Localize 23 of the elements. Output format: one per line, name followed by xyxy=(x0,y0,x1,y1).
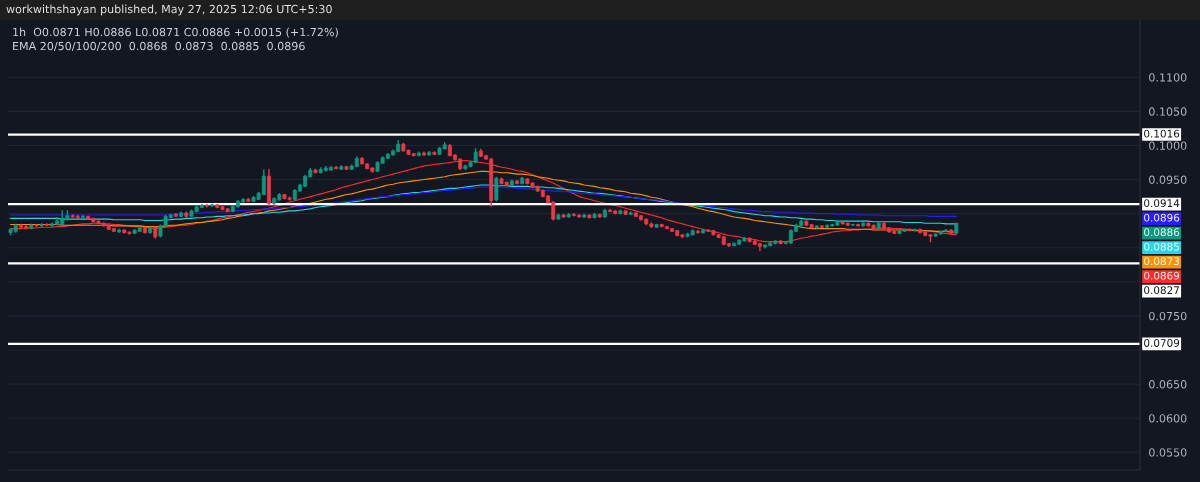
text: 1h O0.0871 H0.0886 L0.0871 C0.0886 +0.0015 (+1.72%) xyxy=(13,27,338,38)
ref-line-label: 0.1016 xyxy=(1144,129,1180,138)
y-tick-label: 0.0650 xyxy=(1149,380,1187,389)
text: 0.0896 xyxy=(1144,213,1180,222)
line-series xyxy=(10,184,957,225)
text: 0.0885 xyxy=(1144,242,1179,251)
y-tick-label: 0.0550 xyxy=(1149,448,1187,457)
line-series xyxy=(10,170,957,233)
candlestick xyxy=(494,176,499,203)
ref-line-label: 0.0709 xyxy=(1144,339,1180,347)
ref-line-label: 0.0827 xyxy=(1144,286,1179,295)
y-tick-label: 0.0600 xyxy=(1149,414,1187,423)
ref-line-label: 0.0914 xyxy=(1144,199,1180,208)
text: workwithshayan published, May 27, 2025 12:06 UTC+5:30 xyxy=(6,4,332,16)
y-tick-label: 0.0950 xyxy=(1149,175,1187,184)
y-tick-label: 0.1100 xyxy=(1149,73,1187,82)
y-tick-label: 0.1050 xyxy=(1149,107,1187,116)
y-tick-label: 0.0750 xyxy=(1149,311,1187,321)
text: 0.0886 xyxy=(1144,228,1180,237)
text: 0.0869 xyxy=(1144,271,1180,280)
text: 0.0873 xyxy=(1144,257,1180,266)
text: EMA 20/50/100/200 0.0868 0.0873 0.0885 0.0896 xyxy=(13,41,305,52)
y-tick-label: 0.1000 xyxy=(1149,141,1187,150)
